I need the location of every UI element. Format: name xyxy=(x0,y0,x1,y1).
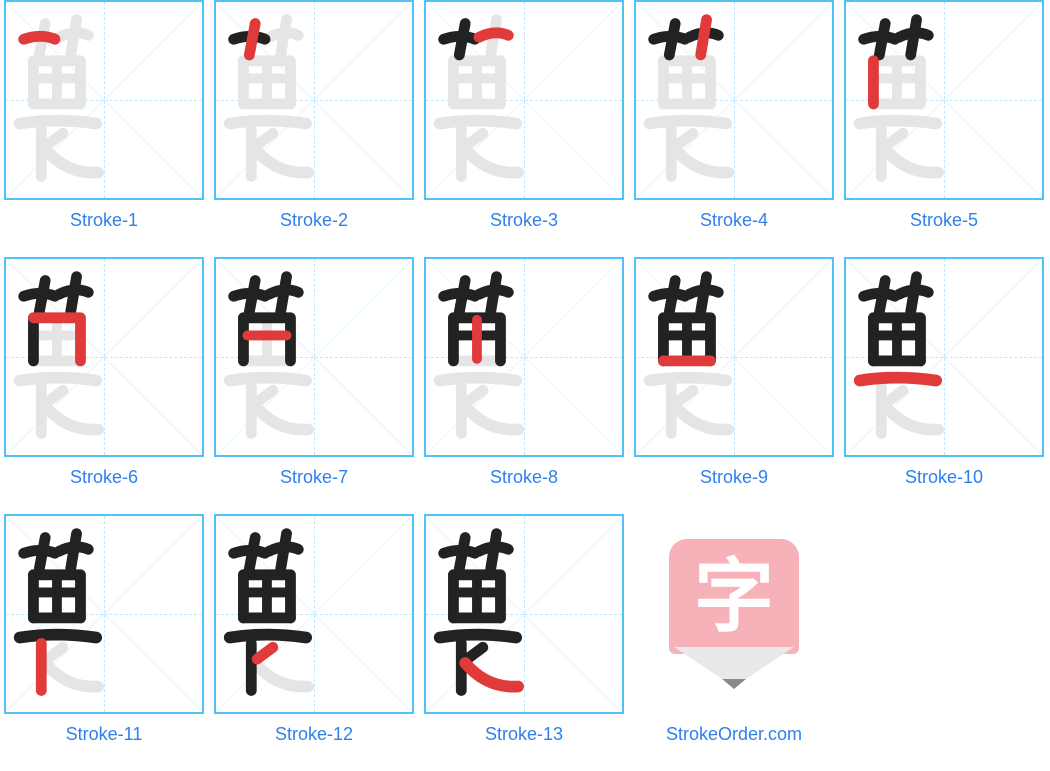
glyph-svg xyxy=(426,259,622,455)
stroke-tile xyxy=(424,0,624,200)
stroke-tile xyxy=(634,257,834,457)
stroke-tile xyxy=(214,514,414,714)
stroke-tile xyxy=(424,514,624,714)
stroke-tile xyxy=(214,257,414,457)
pencil-logo: 字 xyxy=(659,529,809,699)
stroke-caption: Stroke-11 xyxy=(66,724,143,745)
glyph-svg xyxy=(426,516,622,712)
glyph-svg xyxy=(636,259,832,455)
stroke-tile xyxy=(4,257,204,457)
stroke-tile xyxy=(214,0,414,200)
glyph-svg xyxy=(216,516,412,712)
glyph-svg xyxy=(6,2,202,198)
glyph-svg xyxy=(636,2,832,198)
stroke-tile xyxy=(844,257,1044,457)
stroke-cell: Stroke-5 xyxy=(844,0,1044,245)
glyph-svg xyxy=(216,259,412,455)
stroke-cell: Stroke-8 xyxy=(424,257,624,502)
stroke-cell: Stroke-6 xyxy=(4,257,204,502)
stroke-caption: Stroke-1 xyxy=(70,210,138,231)
glyph-svg xyxy=(6,516,202,712)
stroke-caption: Stroke-8 xyxy=(490,467,558,488)
stroke-caption: Stroke-2 xyxy=(280,210,348,231)
glyph-svg xyxy=(846,2,1042,198)
stroke-cell: Stroke-2 xyxy=(214,0,414,245)
stroke-caption: Stroke-10 xyxy=(905,467,983,488)
stroke-caption: Stroke-7 xyxy=(280,467,348,488)
stroke-caption: Stroke-9 xyxy=(700,467,768,488)
stroke-tile xyxy=(4,0,204,200)
glyph-svg xyxy=(846,259,1042,455)
stroke-cell: Stroke-1 xyxy=(4,0,204,245)
logo-cell: 字 StrokeOrder.com xyxy=(634,514,834,759)
logo-wrap: 字 xyxy=(634,514,834,714)
logo-caption: StrokeOrder.com xyxy=(666,724,802,745)
stroke-cell: Stroke-10 xyxy=(844,257,1044,502)
stroke-cell: Stroke-12 xyxy=(214,514,414,759)
glyph-svg xyxy=(6,259,202,455)
stroke-caption: Stroke-13 xyxy=(485,724,563,745)
stroke-tile xyxy=(634,0,834,200)
stroke-tile xyxy=(4,514,204,714)
stroke-tile xyxy=(424,257,624,457)
stroke-cell: Stroke-3 xyxy=(424,0,624,245)
stroke-cell: Stroke-11 xyxy=(4,514,204,759)
stroke-cell: Stroke-7 xyxy=(214,257,414,502)
stroke-caption: Stroke-3 xyxy=(490,210,558,231)
stroke-caption: Stroke-5 xyxy=(910,210,978,231)
stroke-caption: Stroke-4 xyxy=(700,210,768,231)
stroke-caption: Stroke-12 xyxy=(275,724,353,745)
stroke-order-grid: Stroke-1 Stroke-2 Stroke-3 Stroke-4 Stroke-5… xyxy=(0,0,1050,759)
stroke-cell: Stroke-9 xyxy=(634,257,834,502)
logo-char: 字 xyxy=(659,557,809,637)
stroke-caption: Stroke-6 xyxy=(70,467,138,488)
stroke-cell: Stroke-4 xyxy=(634,0,834,245)
stroke-tile xyxy=(844,0,1044,200)
glyph-svg xyxy=(216,2,412,198)
stroke-cell: Stroke-13 xyxy=(424,514,624,759)
glyph-svg xyxy=(426,2,622,198)
pencil-lead xyxy=(722,679,746,689)
